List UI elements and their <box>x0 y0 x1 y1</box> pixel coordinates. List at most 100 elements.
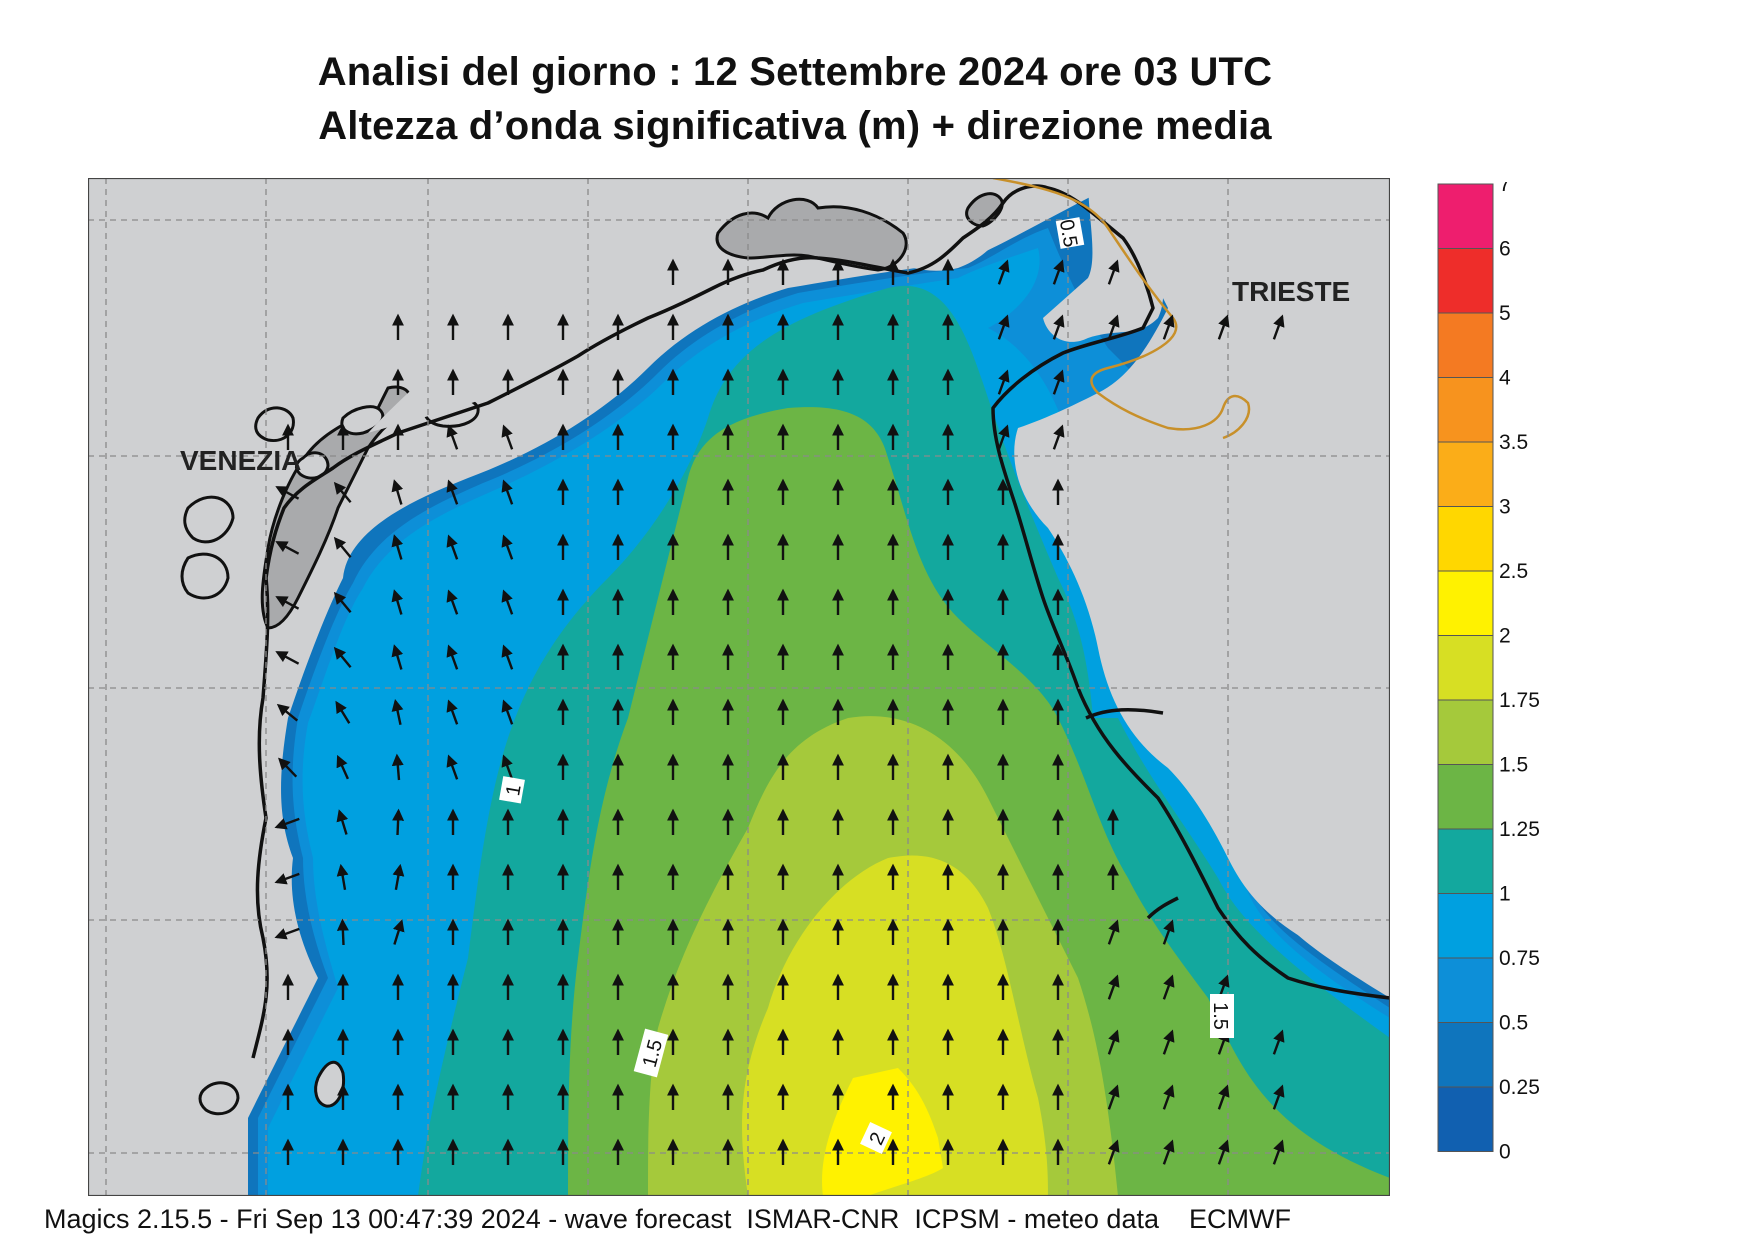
direction-arrow <box>333 536 352 559</box>
direction-arrow <box>1162 919 1175 945</box>
direction-arrow <box>274 927 300 940</box>
legend-tick-label: 0.25 <box>1499 1076 1540 1099</box>
svg-text:1.5: 1.5 <box>1209 1002 1231 1030</box>
contour-label-1.5-east: 1.5 <box>1209 994 1234 1038</box>
legend-swatch <box>1437 570 1494 636</box>
direction-arrow <box>391 698 404 725</box>
legend-swatch <box>1437 957 1494 1023</box>
direction-arrow <box>1162 1139 1175 1165</box>
direction-arrow <box>1162 314 1175 340</box>
trieste-gulf-lagoon <box>965 192 1004 228</box>
legend-tick-label: 6 <box>1499 238 1511 261</box>
legend-swatch <box>1437 377 1494 443</box>
legend-tick-label: 3 <box>1499 496 1511 519</box>
direction-arrow <box>275 541 300 555</box>
direction-arrow <box>275 486 300 500</box>
direction-arrow <box>274 817 300 830</box>
direction-arrow <box>335 700 351 724</box>
direction-arrow <box>336 809 349 835</box>
venetian-coast-land <box>88 178 648 1196</box>
direction-arrow <box>1052 259 1065 285</box>
legend-swatch <box>1437 1022 1494 1088</box>
direction-arrow <box>446 479 459 505</box>
chart-subtitle: Altezza d’onda significativa (m) + direz… <box>318 104 1272 148</box>
legend-swatch <box>1437 1086 1494 1152</box>
direction-arrow <box>336 754 349 780</box>
direction-arrow <box>1272 1029 1285 1055</box>
direction-arrow <box>391 753 404 781</box>
istria-land <box>1014 178 1390 978</box>
direction-arrow <box>1052 369 1065 395</box>
direction-arrow <box>275 651 300 665</box>
direction-arrow <box>1272 314 1285 340</box>
lagoon-island-3 <box>180 552 230 600</box>
legend-swatch <box>1437 441 1494 507</box>
direction-arrow <box>501 644 514 670</box>
direction-arrow <box>333 591 352 614</box>
chart-title: Analisi del giorno : 12 Settembre 2024 o… <box>317 50 1273 94</box>
legend-tick-label: 4 <box>1499 367 1511 390</box>
direction-arrow <box>997 424 1010 450</box>
direction-arrow <box>1107 919 1120 945</box>
direction-arrow <box>1107 259 1120 285</box>
direction-arrow <box>392 863 405 891</box>
direction-arrow <box>1162 974 1175 1000</box>
southwest-islet-2 <box>314 1060 346 1108</box>
trieste-coast <box>1043 178 1164 342</box>
sea-band-2.0 <box>742 855 1048 1196</box>
direction-arrow <box>333 481 352 504</box>
direction-arrow <box>446 699 459 725</box>
state-border <box>992 178 1251 440</box>
legend-tick-label: 0.5 <box>1499 1012 1528 1035</box>
contour-label-1.5-west: 1.5 <box>633 1028 669 1078</box>
direction-arrow <box>1162 1084 1175 1110</box>
grado-lagoon <box>715 197 908 272</box>
legend-tick-label: 1.75 <box>1499 689 1540 712</box>
legend-swatch <box>1437 893 1494 959</box>
direction-arrow <box>501 754 514 780</box>
legend-swatch <box>1437 635 1494 701</box>
direction-arrow <box>1217 1084 1230 1110</box>
direction-arrow <box>501 699 514 725</box>
direction-arrow <box>501 589 514 615</box>
northern-coast-land <box>368 178 1390 433</box>
direction-arrow <box>276 703 299 722</box>
direction-arrow <box>391 589 404 615</box>
direction-arrow <box>501 534 514 560</box>
legend-swatch <box>1437 312 1494 378</box>
direction-arrow <box>1052 314 1065 340</box>
place-label-trieste: TRIESTE <box>1232 276 1350 307</box>
direction-arrow <box>1272 1084 1285 1110</box>
legend-tick-label: 1.25 <box>1499 818 1540 841</box>
venice-lagoon <box>260 385 412 630</box>
direction-arrow <box>1107 1084 1120 1110</box>
direction-arrow <box>391 479 404 505</box>
color-scale-legend: 7 6 5 4 3.5 3 2.5 2 1.75 1.5 1.25 1 0.75 0.5 0.25 0 <box>1437 182 1540 1163</box>
direction-arrow <box>1107 314 1120 340</box>
direction-arrow <box>446 424 459 450</box>
direction-arrow <box>1107 974 1120 1000</box>
direction-arrow <box>336 863 349 891</box>
legend-swatch <box>1437 183 1494 249</box>
direction-arrow <box>274 872 300 885</box>
map-frame <box>88 178 1390 1196</box>
direction-arrow <box>446 589 459 615</box>
legend-swatch <box>1437 506 1494 572</box>
direction-arrow <box>391 534 404 560</box>
direction-arrow <box>393 919 405 945</box>
direction-arrow <box>1052 424 1065 450</box>
legend-swatch <box>1437 248 1494 314</box>
lat-lon-grid <box>88 178 1390 1196</box>
direction-arrow <box>446 754 459 780</box>
direction-arrow <box>997 369 1010 395</box>
direction-arrow <box>1162 1029 1175 1055</box>
southwest-islet <box>198 1081 240 1116</box>
legend-tick-label: 0 <box>1499 1141 1511 1163</box>
direction-arrow <box>446 534 459 560</box>
svg-text:1: 1 <box>502 783 526 798</box>
legend-tick-label: 1.5 <box>1499 754 1528 777</box>
direction-arrow <box>392 808 405 836</box>
legend-swatch <box>1437 699 1494 765</box>
direction-arrow <box>446 644 459 670</box>
direction-arrow <box>336 918 349 946</box>
